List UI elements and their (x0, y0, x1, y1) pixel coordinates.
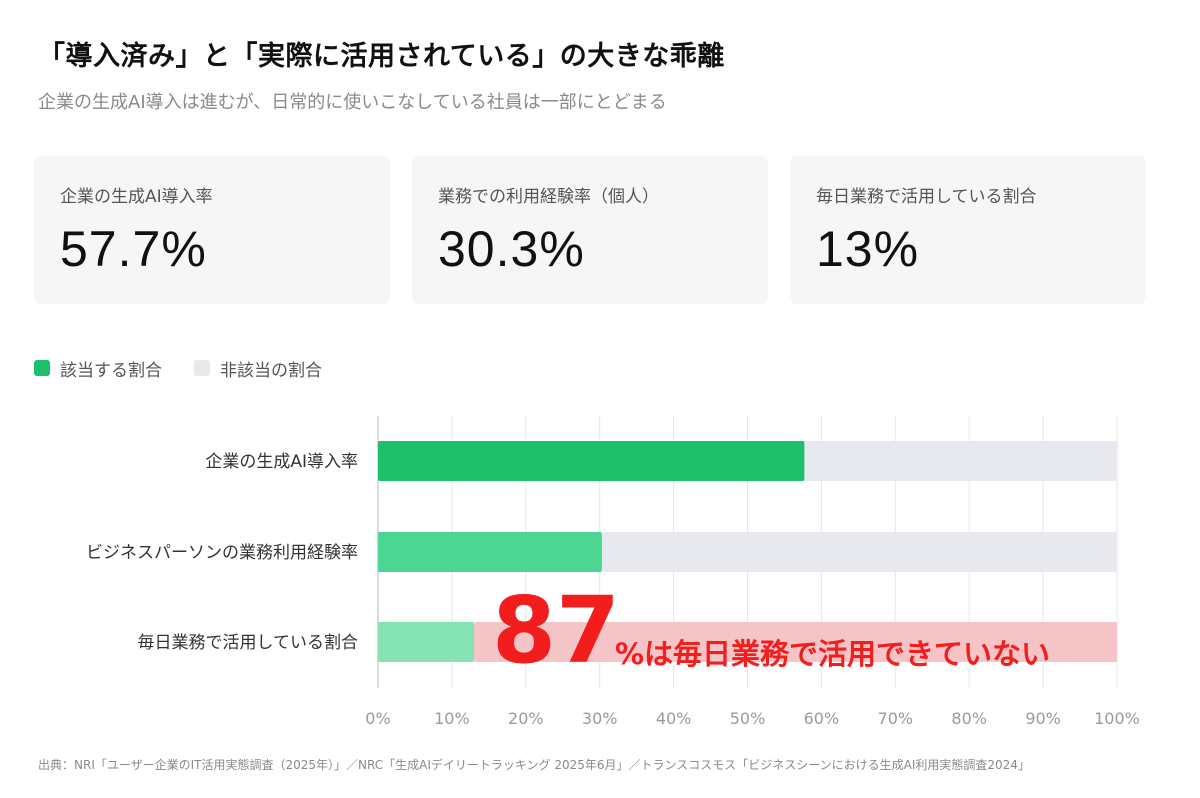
x-tick-label: 100% (1094, 709, 1140, 728)
bar-applicable (378, 532, 602, 572)
stat-card-usage-experience: 業務での利用経験率（個人） 30.3% (412, 156, 768, 304)
legend-swatch-green (34, 360, 50, 376)
page-subtitle: 企業の生成AI導入は進むが、日常的に使いこなしている社員は一部にとどまる (38, 92, 667, 113)
category-label: ビジネスパーソンの業務利用経験率 (86, 543, 358, 563)
bar-applicable (378, 622, 475, 662)
x-tick-label: 40% (656, 709, 692, 728)
x-tick-label: 0% (365, 709, 390, 728)
x-tick-label: 50% (730, 709, 766, 728)
stat-card-label: 企業の生成AI導入率 (60, 187, 213, 207)
legend-item-applicable: 該当する割合 (34, 356, 162, 381)
bar-remainder (804, 441, 1117, 481)
x-tick-label: 30% (582, 709, 618, 728)
category-label: 企業の生成AI導入率 (205, 452, 358, 472)
x-tick-label: 60% (804, 709, 840, 728)
horizontal-bar-chart: 0% 10% 20% 30% 40% 50% 60% 70% 80% 90% 100% 企業の生成AI… (86, 416, 1140, 728)
legend-label: 該当する割合 (60, 360, 162, 381)
legend-item-not-applicable: 非該当の割合 (194, 356, 322, 381)
stat-card-daily-usage: 毎日業務で活用している割合 13% (790, 156, 1146, 304)
bar-remainder (601, 532, 1117, 572)
x-tick-label: 80% (951, 709, 987, 728)
x-tick-label: 70% (878, 709, 914, 728)
x-tick-label: 10% (434, 709, 470, 728)
stat-card-value: 13% (816, 221, 920, 277)
bar-remainder (474, 622, 1117, 662)
stat-card-value: 30.3% (438, 221, 585, 277)
stat-card-value: 57.7% (60, 221, 207, 277)
source-note: 出典：NRI「ユーザー企業のIT活用実態調査（2025年）」／NRC「生成AIデ… (38, 758, 1030, 772)
page-title: 「導入済み」と「実際に活用されている」の大きな乖離 (38, 41, 725, 72)
x-tick-label: 90% (1025, 709, 1061, 728)
annotation-number: 87 (492, 577, 620, 684)
chart-legend: 該当する割合 非該当の割合 (34, 356, 354, 381)
stat-card-label: 業務での利用経験率（個人） (438, 187, 659, 207)
category-label: 毎日業務で活用している割合 (138, 633, 359, 653)
bar-applicable (378, 441, 805, 481)
legend-label: 非該当の割合 (220, 360, 322, 381)
legend-swatch-gray (194, 360, 210, 376)
stat-card-label: 毎日業務で活用している割合 (816, 187, 1037, 207)
stat-card-adoption: 企業の生成AI導入率 57.7% (34, 156, 390, 304)
x-tick-label: 20% (508, 709, 544, 728)
annotation-text: %は毎日業務で活用できていない (615, 637, 1050, 671)
